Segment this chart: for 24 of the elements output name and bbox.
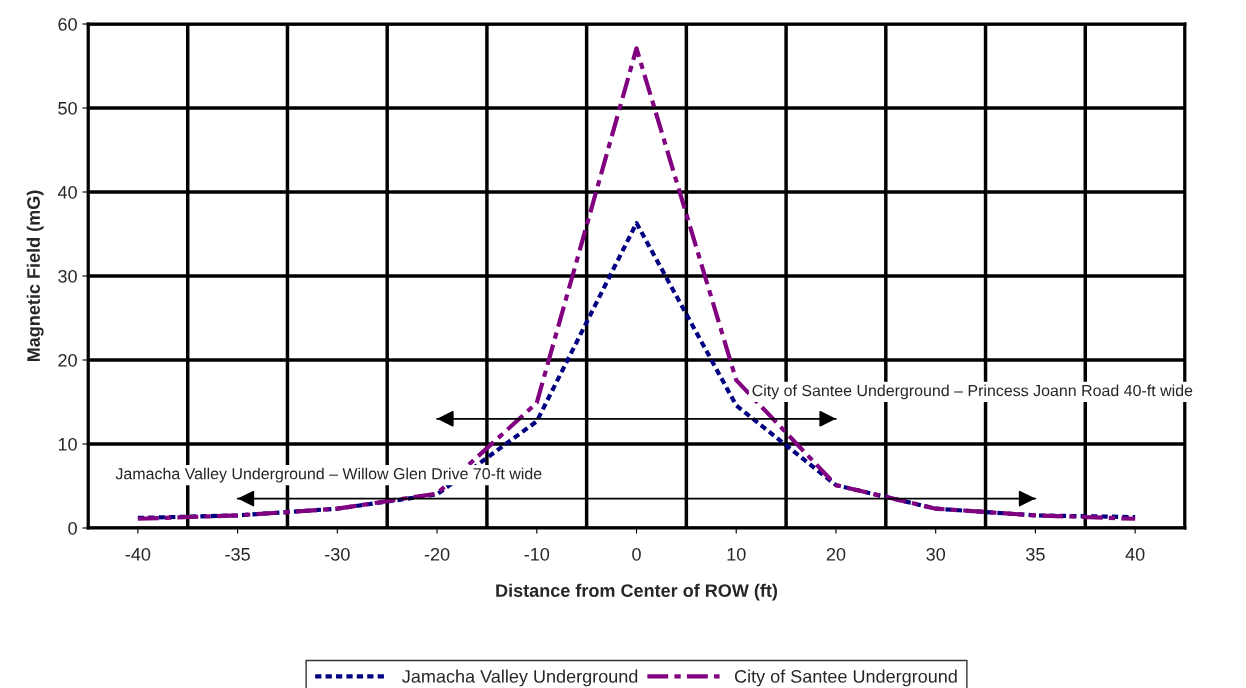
legend-label: Jamacha Valley Underground	[402, 669, 638, 687]
x-tick-label: 20	[826, 547, 846, 561]
x-tick-label: -30	[325, 547, 350, 561]
annotation: City of Santee Underground – Princess Joann Road 40-ft wide	[752, 384, 1193, 400]
x-tick-label: 0	[632, 547, 641, 561]
x-tick-label: -20	[424, 547, 450, 561]
x-tick-label: -35	[225, 547, 250, 561]
x-tick-label: -40	[125, 547, 151, 561]
y-tick-label: 60	[58, 17, 77, 31]
x-tick-label: 35	[1026, 547, 1045, 561]
y-tick-label: 50	[58, 101, 77, 115]
x-tick-label: 40	[1125, 547, 1145, 561]
y-tick-label: 40	[57, 185, 77, 199]
x-tick-label: 30	[926, 547, 946, 561]
x-axis-title: Distance from Center of ROW (ft)	[496, 583, 778, 601]
y-tick-label: 20	[58, 353, 77, 367]
legend-label: City of Santee Underground	[734, 669, 957, 687]
annotation: Jamacha Valley Underground – Willow Glen Drive 70-ft wide	[115, 467, 542, 483]
y-tick-label: 10	[58, 437, 77, 451]
x-tick-label: 10	[727, 547, 746, 561]
x-tick-label: -10	[524, 547, 550, 561]
y-tick-label: 0	[68, 521, 77, 535]
y-axis-title: Magnetic Field (mG)	[26, 190, 44, 362]
y-tick-label: 30	[58, 269, 77, 283]
